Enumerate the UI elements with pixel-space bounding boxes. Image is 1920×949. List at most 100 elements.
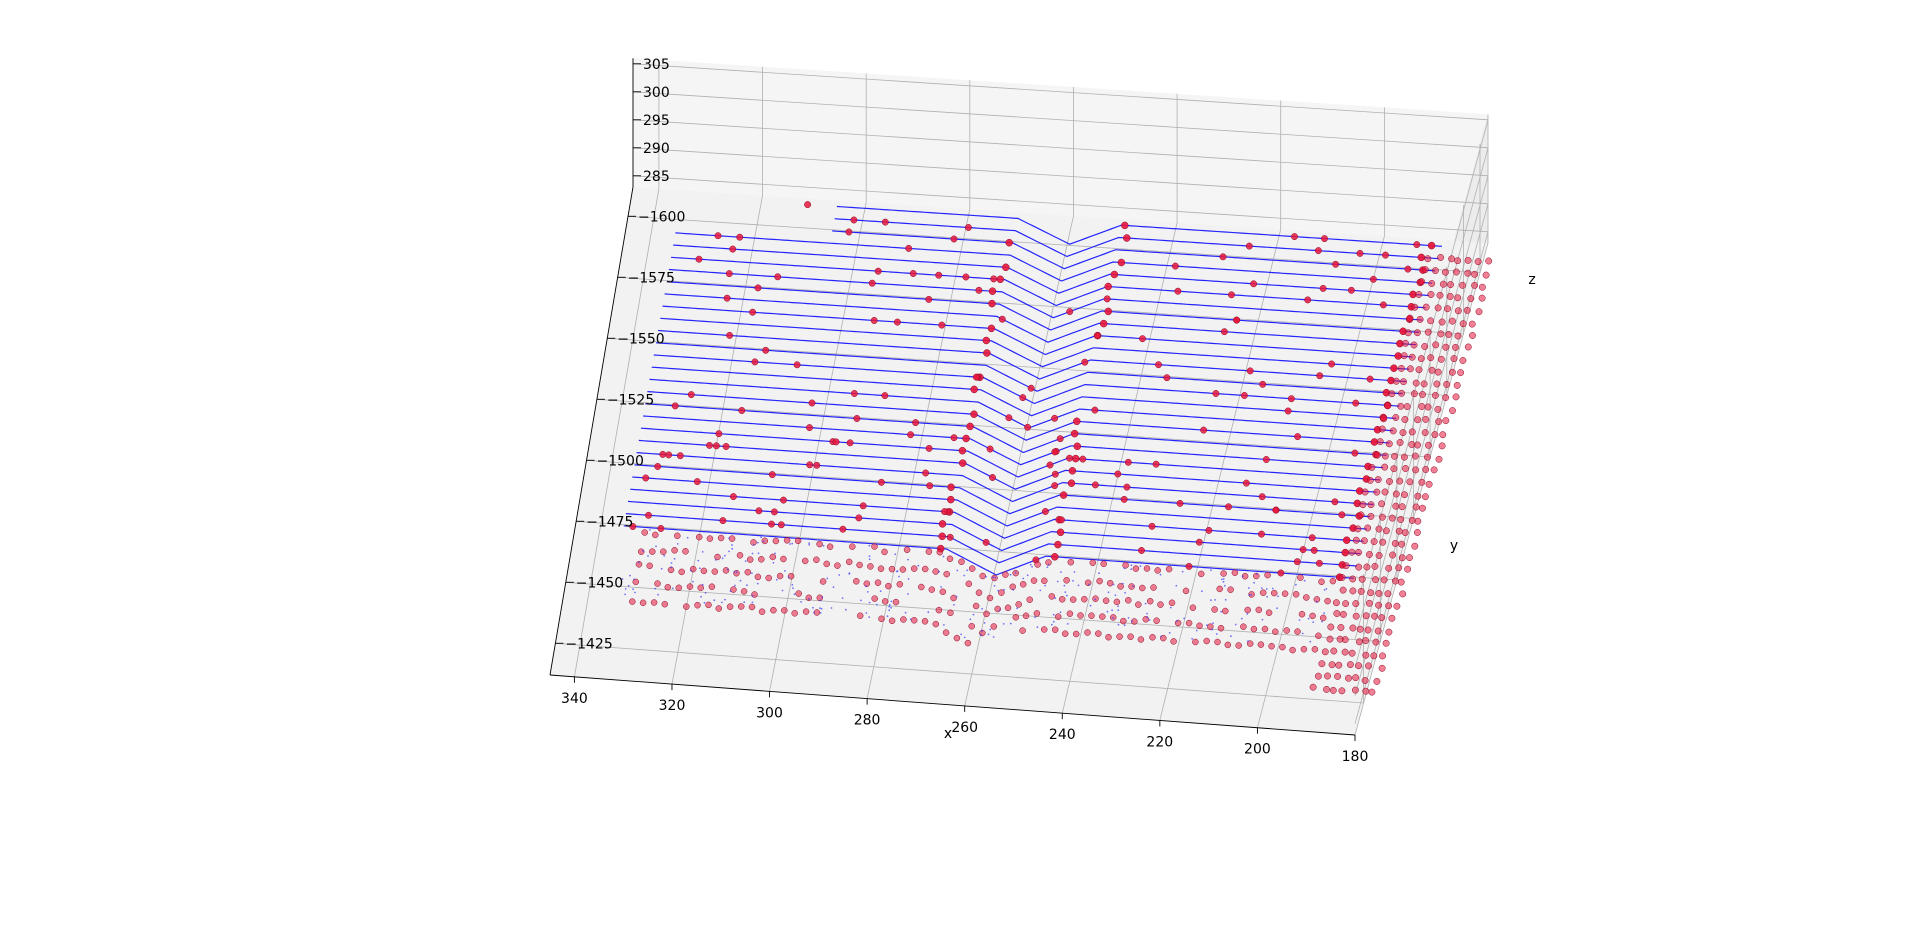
- data-point: [1217, 624, 1225, 632]
- noise-point: [1222, 580, 1225, 583]
- noise-point: [898, 575, 900, 578]
- data-point: [1002, 263, 1010, 272]
- noise-point: [1183, 617, 1185, 620]
- data-point: [1401, 529, 1409, 537]
- data-point: [1005, 414, 1013, 422]
- data-point: [1235, 642, 1242, 649]
- noise-point: [1114, 594, 1117, 597]
- data-point: [1058, 596, 1066, 603]
- noise-point: [1056, 580, 1059, 583]
- data-point: [1240, 623, 1247, 630]
- data-point: [794, 537, 802, 545]
- noise-point: [729, 590, 732, 592]
- data-point: [1139, 584, 1146, 592]
- data-point: [1375, 589, 1383, 597]
- data-point: [1374, 627, 1382, 635]
- data-point: [1424, 328, 1432, 336]
- data-point: [1427, 241, 1436, 250]
- data-point: [1361, 488, 1369, 496]
- data-point: [1371, 562, 1379, 570]
- data-point: [1357, 587, 1365, 595]
- data-point: [1104, 282, 1112, 291]
- data-point: [853, 578, 860, 585]
- data-point: [722, 443, 730, 450]
- data-point: [896, 581, 904, 588]
- data-point: [1165, 565, 1173, 573]
- data-point: [730, 586, 737, 593]
- data-point: [1420, 380, 1428, 388]
- data-point: [1319, 284, 1327, 292]
- data-point: [1077, 612, 1084, 619]
- noise-point: [629, 574, 631, 577]
- data-point: [695, 533, 703, 541]
- noise-point: [660, 567, 663, 570]
- data-point: [1346, 661, 1354, 669]
- data-point: [968, 622, 975, 630]
- data-point: [1419, 391, 1426, 398]
- data-point: [748, 603, 756, 611]
- data-point: [650, 599, 658, 606]
- data-point: [1270, 589, 1278, 597]
- noise-point: [793, 593, 796, 596]
- noise-point: [1029, 563, 1032, 566]
- noise-point: [647, 555, 649, 557]
- noise-point: [821, 596, 823, 598]
- data-point: [804, 201, 812, 209]
- data-point: [1362, 651, 1370, 659]
- noise-point: [886, 615, 889, 618]
- data-point: [1051, 448, 1059, 456]
- data-point: [641, 529, 648, 536]
- noise-point: [784, 570, 786, 572]
- noise-point: [1220, 610, 1223, 613]
- data-point: [1425, 441, 1432, 449]
- noise-point: [713, 599, 716, 602]
- noise-point: [987, 633, 990, 636]
- data-point: [1293, 558, 1301, 566]
- data-point: [1197, 570, 1205, 578]
- noise-point: [888, 609, 891, 612]
- data-point: [1378, 425, 1386, 433]
- noise-point: [1303, 579, 1306, 582]
- data-point: [1272, 628, 1279, 635]
- noise-point: [1039, 589, 1042, 592]
- data-point: [1427, 354, 1435, 362]
- noise-point: [1123, 567, 1126, 570]
- data-point: [962, 434, 970, 443]
- noise-point: [830, 607, 833, 609]
- data-point: [642, 474, 650, 482]
- noise-point: [917, 564, 920, 567]
- data-point: [1373, 677, 1381, 685]
- data-point: [1245, 242, 1253, 250]
- data-point: [855, 514, 863, 522]
- noise-point: [981, 630, 983, 632]
- data-point: [1321, 235, 1328, 243]
- data-point: [1381, 452, 1389, 460]
- data-point: [1327, 623, 1335, 631]
- noise-point: [1123, 624, 1126, 627]
- data-point: [1427, 291, 1435, 298]
- data-point: [1391, 577, 1399, 585]
- data-point: [1352, 612, 1360, 620]
- noise-point: [866, 591, 869, 593]
- data-point: [801, 557, 809, 565]
- noise-point: [772, 561, 775, 564]
- data-point: [754, 573, 762, 581]
- data-point: [1054, 540, 1062, 549]
- y-tick-label: −1500: [597, 453, 644, 469]
- data-point: [1240, 392, 1248, 399]
- data-point: [1314, 247, 1322, 255]
- data-point: [1379, 538, 1387, 546]
- data-point: [1073, 442, 1082, 451]
- data-point: [853, 415, 861, 422]
- data-point: [1422, 415, 1430, 423]
- data-point: [1467, 295, 1475, 303]
- data-point: [941, 508, 948, 516]
- noise-point: [1130, 568, 1133, 571]
- x-axis-line: [549, 674, 1356, 736]
- data-point: [1338, 687, 1346, 695]
- data-point: [1475, 308, 1483, 316]
- noise-point: [1036, 626, 1039, 629]
- data-point: [1024, 423, 1032, 431]
- noise-point: [743, 601, 746, 604]
- noise-point: [894, 553, 897, 556]
